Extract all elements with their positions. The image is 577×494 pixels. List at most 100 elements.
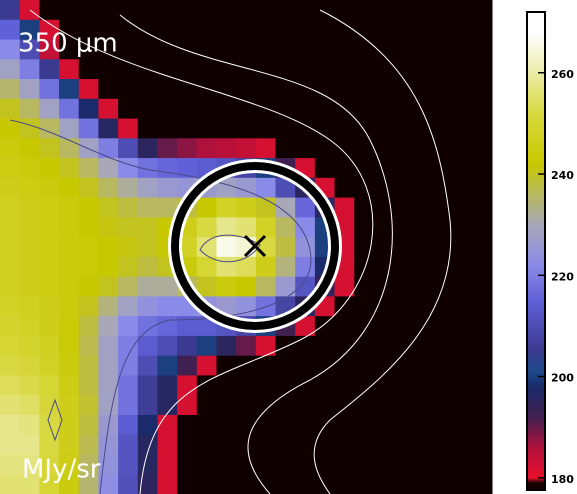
heat-cell	[295, 276, 316, 297]
heat-cell	[59, 197, 80, 218]
heat-cell	[452, 237, 473, 258]
heat-cell	[78, 158, 99, 179]
heat-cell	[413, 355, 434, 376]
heat-cell	[177, 0, 198, 21]
heat-cell	[59, 355, 80, 376]
heat-cell	[413, 395, 434, 416]
heat-cell	[373, 474, 395, 494]
source-marker	[243, 234, 267, 258]
heat-cell	[19, 296, 40, 317]
heat-cell	[19, 276, 40, 297]
heat-cell	[0, 138, 21, 159]
heat-cell	[354, 454, 375, 475]
heat-cell	[413, 454, 434, 475]
heat-cell	[413, 138, 434, 159]
heat-cell	[295, 375, 316, 396]
heat-cell	[413, 217, 434, 238]
heat-cell	[236, 217, 257, 238]
heat-cell	[39, 454, 60, 475]
heat-cell	[452, 79, 473, 100]
heat-cell	[472, 79, 493, 100]
heat-cell	[19, 316, 40, 337]
heat-cell	[452, 375, 473, 396]
heat-cell	[452, 355, 473, 376]
heat-cell	[78, 316, 99, 337]
heat-cell	[137, 454, 158, 475]
heat-cell	[0, 118, 21, 139]
heat-cell	[432, 414, 454, 436]
heat-cell	[255, 335, 277, 357]
heat-cell	[39, 177, 60, 199]
heat-cell	[275, 39, 296, 60]
heat-cell	[373, 197, 395, 218]
heat-cell	[118, 98, 139, 120]
heat-cell	[19, 158, 40, 179]
heat-cell	[452, 138, 473, 159]
heat-cell	[334, 395, 355, 416]
heat-cell	[354, 177, 375, 199]
heat-cell	[314, 158, 336, 179]
heat-cell	[236, 0, 257, 21]
heat-cell	[413, 414, 434, 436]
heat-cell	[39, 335, 60, 357]
heat-cell	[314, 434, 336, 455]
heat-cell	[39, 138, 60, 159]
heat-cell	[314, 316, 336, 337]
heat-cell	[177, 395, 198, 416]
heat-cell	[59, 454, 80, 475]
heat-cell	[118, 454, 139, 475]
heat-cell	[137, 316, 158, 337]
heat-cell	[472, 256, 493, 278]
heat-cell	[236, 355, 257, 376]
heat-cell	[157, 395, 178, 416]
heat-cell	[0, 414, 21, 436]
heat-cell	[137, 335, 158, 357]
heat-cell	[137, 375, 158, 396]
heat-cell	[59, 414, 80, 436]
heat-cell	[472, 39, 493, 60]
heat-cell	[98, 296, 119, 317]
heat-cell	[413, 98, 434, 120]
heat-cell	[393, 474, 414, 494]
heat-cell	[39, 158, 60, 179]
heat-cell	[275, 395, 296, 416]
heat-cell	[334, 375, 355, 396]
heat-cell	[216, 474, 237, 494]
heat-cell	[19, 434, 40, 455]
heat-cell	[98, 355, 119, 376]
heat-cell	[98, 474, 119, 494]
heat-cell	[255, 59, 277, 80]
heat-cell	[177, 138, 198, 159]
heat-cell	[373, 0, 395, 21]
heat-cell	[275, 335, 296, 357]
heat-cell	[452, 59, 473, 80]
heat-cell	[413, 19, 434, 41]
heat-cell	[157, 335, 178, 357]
heat-cell	[78, 335, 99, 357]
heat-cell	[295, 118, 316, 139]
heat-cell	[373, 335, 395, 357]
heat-cell	[19, 414, 40, 436]
heat-cell	[177, 355, 198, 376]
heat-cell	[98, 0, 119, 21]
heat-cell	[354, 197, 375, 218]
heat-cell	[432, 375, 454, 396]
heat-cell	[157, 79, 178, 100]
heat-cell	[255, 375, 277, 396]
heat-cell	[19, 355, 40, 376]
heat-cell	[452, 158, 473, 179]
heat-cell	[393, 118, 414, 139]
heat-cell	[295, 434, 316, 455]
heat-cell	[295, 256, 316, 278]
heat-cell	[0, 355, 21, 376]
heat-cell	[137, 276, 158, 297]
heat-cell	[255, 39, 277, 60]
heat-cell	[236, 414, 257, 436]
heat-cell	[373, 158, 395, 179]
heat-cell	[373, 434, 395, 455]
heat-cell	[314, 59, 336, 80]
heat-cell	[373, 276, 395, 297]
heat-cell	[432, 296, 454, 317]
heat-cell	[255, 276, 277, 297]
heat-cell	[137, 237, 158, 258]
